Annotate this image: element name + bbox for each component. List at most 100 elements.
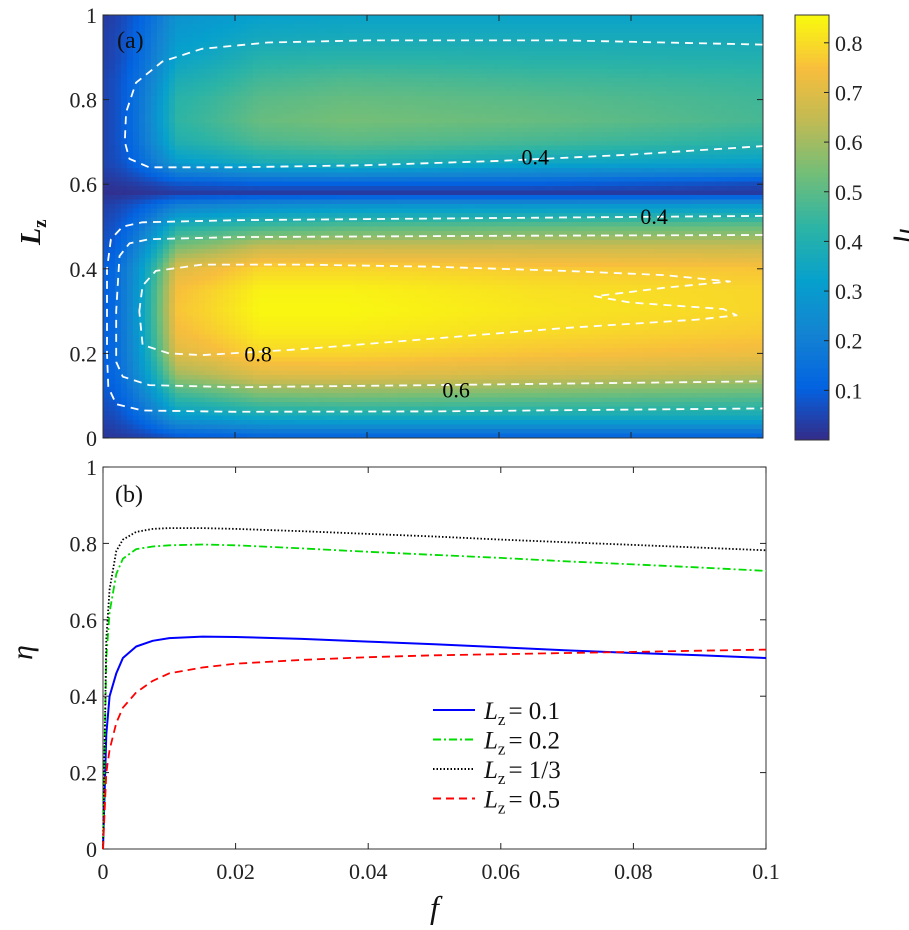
heatmap-cell bbox=[289, 222, 296, 228]
heatmap-cell bbox=[229, 19, 236, 25]
heatmap-cell bbox=[157, 375, 164, 381]
heatmap-cell bbox=[403, 348, 410, 354]
heatmap-cell bbox=[367, 150, 374, 156]
heatmap-cell bbox=[181, 118, 188, 124]
heatmap-cell bbox=[325, 105, 332, 111]
heatmap-cell bbox=[349, 424, 356, 430]
heatmap-cell bbox=[187, 307, 194, 313]
heatmap-cell bbox=[343, 177, 350, 183]
heatmap-cell bbox=[385, 105, 392, 111]
heatmap-cell bbox=[193, 114, 200, 120]
heatmap-cell bbox=[355, 361, 362, 367]
heatmap-cell bbox=[169, 91, 176, 97]
heatmap-cell bbox=[133, 321, 140, 327]
heatmap-cell bbox=[313, 195, 320, 201]
heatmap-cell bbox=[223, 91, 230, 97]
heatmap-cell bbox=[283, 240, 290, 246]
heatmap-cell bbox=[151, 379, 158, 385]
heatmap-cell bbox=[307, 433, 314, 439]
heatmap-cell bbox=[229, 195, 236, 201]
heatmap-cell bbox=[373, 388, 380, 394]
heatmap-cell bbox=[271, 361, 278, 367]
heatmap-cell bbox=[109, 114, 116, 120]
heatmap-cell bbox=[187, 231, 194, 237]
heatmap-cell bbox=[301, 420, 308, 426]
heatmap-cell bbox=[313, 42, 320, 48]
heatmap-cell bbox=[403, 19, 410, 25]
heatmap-cell bbox=[409, 276, 416, 282]
heatmap-cell bbox=[403, 420, 410, 426]
heatmap-cell bbox=[205, 379, 212, 385]
heatmap-cell bbox=[301, 190, 308, 196]
heatmap-cell bbox=[169, 420, 176, 426]
heatmap-cell bbox=[235, 132, 242, 138]
heatmap-cell bbox=[331, 321, 338, 327]
heatmap-cell bbox=[277, 249, 284, 255]
heatmap-cell bbox=[355, 330, 362, 336]
heatmap-cell bbox=[355, 276, 362, 282]
heatmap-cell bbox=[169, 51, 176, 57]
heatmap-cell bbox=[253, 258, 260, 264]
heatmap-cell bbox=[385, 267, 392, 273]
heatmap-cell bbox=[139, 132, 146, 138]
heatmap-cell bbox=[121, 370, 128, 376]
heatmap-cell bbox=[235, 177, 242, 183]
heatmap-cell bbox=[223, 334, 230, 340]
heatmap-cell bbox=[331, 73, 338, 79]
heatmap-cell bbox=[367, 375, 374, 381]
heatmap-cell bbox=[151, 69, 158, 75]
heatmap-cell bbox=[127, 109, 134, 115]
heatmap-cell bbox=[175, 163, 182, 169]
heatmap-cell bbox=[169, 289, 176, 295]
heatmap-cell bbox=[217, 46, 224, 52]
heatmap-cell bbox=[193, 91, 200, 97]
heatmap-cell bbox=[115, 19, 122, 25]
heatmap-cell bbox=[361, 127, 368, 133]
heatmap-cell bbox=[307, 312, 314, 318]
heatmap-cell bbox=[319, 105, 326, 111]
heatmap-cell bbox=[205, 145, 212, 151]
heatmap-cell bbox=[265, 60, 272, 66]
heatmap-cell bbox=[169, 82, 176, 88]
heatmap-cell bbox=[205, 303, 212, 309]
heatmap-cell bbox=[121, 208, 128, 214]
heatmap-cell bbox=[259, 96, 266, 102]
heatmap-cell bbox=[373, 19, 380, 25]
heatmap-cell bbox=[373, 213, 380, 219]
heatmap-cell bbox=[241, 366, 248, 372]
heatmap-cell bbox=[157, 312, 164, 318]
heatmap-cell bbox=[271, 303, 278, 309]
heatmap-cell bbox=[415, 154, 422, 160]
heatmap-cell bbox=[157, 402, 164, 408]
heatmap-cell bbox=[367, 231, 374, 237]
heatmap-cell bbox=[151, 285, 158, 291]
heatmap-cell bbox=[235, 289, 242, 295]
heatmap-cell bbox=[307, 316, 314, 322]
heatmap-cell bbox=[343, 78, 350, 84]
heatmap-cell bbox=[199, 69, 206, 75]
heatmap-cell bbox=[277, 312, 284, 318]
heatmap-cell bbox=[325, 73, 332, 79]
heatmap-cell bbox=[127, 375, 134, 381]
heatmap-cell bbox=[325, 285, 332, 291]
heatmap-cell bbox=[157, 388, 164, 394]
heatmap-cell bbox=[187, 411, 194, 417]
heatmap-cell bbox=[307, 33, 314, 39]
heatmap-cell bbox=[277, 316, 284, 322]
heatmap-cell bbox=[211, 163, 218, 169]
heatmap-cell bbox=[109, 330, 116, 336]
heatmap-cell bbox=[247, 285, 254, 291]
heatmap-cell bbox=[325, 69, 332, 75]
heatmap-cell bbox=[409, 19, 416, 25]
heatmap-cell bbox=[115, 114, 122, 120]
heatmap-cell bbox=[139, 240, 146, 246]
heatmap-cell bbox=[157, 172, 164, 178]
heatmap-cell bbox=[235, 168, 242, 174]
heatmap-cell bbox=[325, 334, 332, 340]
heatmap-cell bbox=[403, 343, 410, 349]
heatmap-cell bbox=[265, 24, 272, 30]
heatmap-cell bbox=[115, 258, 122, 264]
heatmap-cell bbox=[373, 87, 380, 93]
heatmap-cell bbox=[367, 366, 374, 372]
heatmap-cell bbox=[319, 73, 326, 79]
